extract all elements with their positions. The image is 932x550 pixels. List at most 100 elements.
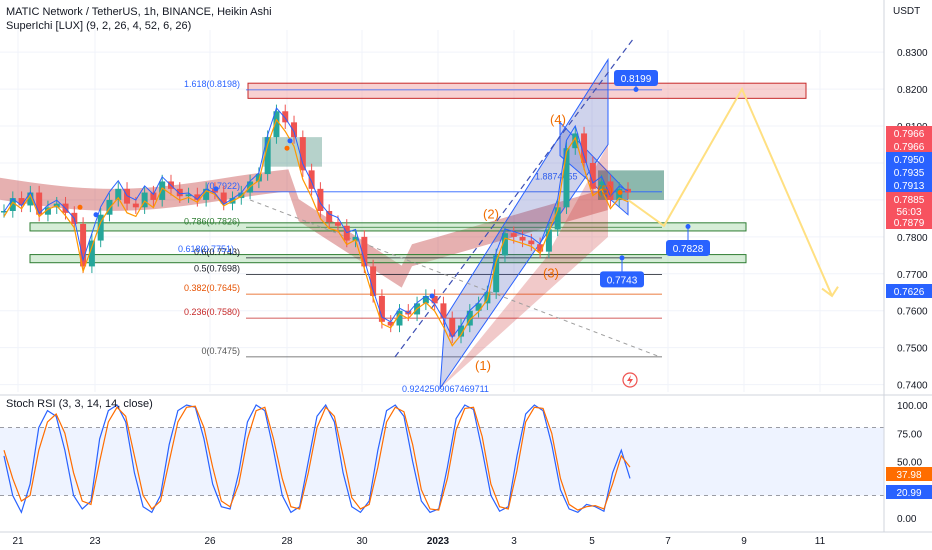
stoch-d-line (3, 405, 631, 511)
signal-dot (284, 145, 290, 151)
support-zone (29, 254, 747, 264)
price-label-box (886, 126, 932, 140)
callout-box (600, 271, 644, 288)
candle-body (203, 188, 210, 200)
rsi-tick-label: 50.00 (897, 458, 922, 469)
fib-level-label: 1.618(0.8198) (184, 79, 240, 89)
candle-body (185, 194, 192, 197)
candle-body (501, 233, 508, 256)
fib-level-label: 0.5(0.7698) (194, 264, 240, 274)
candle-body (475, 303, 482, 311)
candle-body (36, 192, 43, 215)
main-pane[interactable]: 1.618(0.8198) (0.7922) 0.786(0.7826) 0.6(0.… (0, 30, 884, 394)
candle-body (308, 170, 315, 189)
trend-dashed-line (249, 199, 661, 358)
price-label-box (886, 192, 932, 206)
x-tick-label: 9 (741, 536, 747, 547)
candle-body (449, 318, 456, 337)
callout-dot (619, 255, 625, 261)
rsi-value-label: 20.99 (896, 488, 921, 499)
channel-lower-zone (440, 144, 608, 389)
callout-dot (633, 86, 639, 92)
candle-body (97, 214, 104, 241)
candle-body (159, 181, 166, 200)
channel-dashed-line (394, 38, 634, 358)
candle-body (361, 236, 368, 267)
price-label: 0.7626 (894, 287, 925, 298)
candle-body (537, 244, 544, 252)
rsi-pane[interactable] (0, 403, 884, 514)
candle-body (581, 133, 588, 163)
callout-label: 0.7828 (673, 244, 704, 255)
lightning-icon (627, 375, 633, 385)
wave-label: (4) (550, 112, 566, 127)
candle-body (528, 240, 535, 245)
candle-body (440, 303, 447, 319)
signal-dot (429, 293, 435, 299)
signal-dot (287, 138, 293, 144)
signal-dot (617, 190, 623, 196)
signal-dot (77, 204, 83, 210)
fib-extension-label: 0.9242509067469711 (402, 384, 489, 394)
x-tick-label: 30 (356, 536, 368, 547)
candle-body (255, 174, 262, 182)
price-label: 0.7935 (894, 168, 925, 179)
wave-label: (1) (475, 358, 491, 373)
callout-box (614, 70, 658, 87)
rsi-tick-label: 100.00 (897, 401, 928, 412)
price-label-box (886, 152, 932, 166)
y-tick-label: 0.7500 (897, 344, 928, 355)
price-label-box (886, 215, 932, 229)
candle-body (387, 321, 394, 326)
fib-level-label: 0.786(0.7826) (184, 216, 240, 226)
candle-body (238, 192, 245, 199)
candle-body (176, 188, 183, 197)
rsi-value-box (886, 467, 932, 481)
candle-body (194, 194, 201, 200)
candle-body (282, 111, 289, 123)
candle-body (150, 192, 157, 200)
x-tick-label: 23 (89, 536, 101, 547)
candle-body (106, 199, 113, 215)
price-label: 0.7966 (894, 142, 925, 153)
projection-arrowhead (821, 286, 839, 298)
candle-body (510, 233, 517, 237)
x-tick-label: 21 (12, 536, 24, 547)
candle-body (273, 111, 280, 138)
candle-body (334, 222, 341, 226)
candle-body (88, 240, 95, 267)
candle-body (80, 223, 87, 267)
price-label: 0.7885 (894, 195, 925, 206)
x-tick-label: 5 (589, 536, 595, 547)
price-label-box (886, 165, 932, 179)
rsi-tick-label: 0.00 (897, 514, 917, 525)
candle-body (422, 295, 429, 304)
price-label: 0.7966 (894, 129, 925, 140)
resistance-zone (247, 82, 807, 99)
candle-body (299, 137, 306, 171)
x-tick-label: 2023 (427, 536, 450, 547)
candle-body (291, 122, 298, 138)
rsi-value-label: 37.98 (896, 470, 921, 481)
y-tick-label: 0.8200 (897, 85, 928, 96)
candle-body (18, 198, 25, 206)
price-label: 0.7913 (894, 181, 925, 192)
indicator-label: SuperIchi [LUX] (9, 2, 26, 4, 52, 6, 26) (6, 20, 192, 32)
lightning-icon (622, 372, 638, 388)
candle-body (431, 295, 438, 304)
x-tick-label: 11 (815, 536, 826, 547)
candle-body (519, 236, 526, 241)
y-tick-label: 0.8300 (897, 48, 928, 59)
price-label: 0.7879 (894, 218, 925, 229)
candle-body (607, 181, 614, 200)
wave-label: (2) (483, 206, 499, 221)
wave-label: (3) (543, 265, 559, 280)
candle-body (598, 181, 605, 189)
rsi-value-box (886, 485, 932, 499)
candle-body (1, 211, 7, 213)
signal-dot (93, 212, 99, 218)
